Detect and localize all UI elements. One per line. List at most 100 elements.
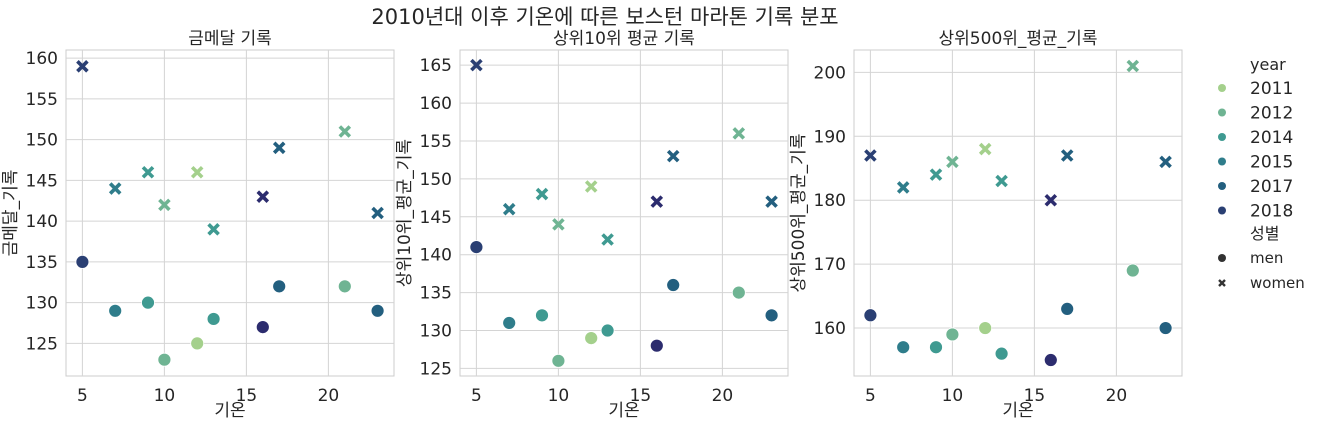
data-point-men	[206, 312, 221, 326]
data-point-women	[108, 182, 122, 195]
data-point-men	[255, 320, 270, 335]
data-point-women	[552, 218, 565, 231]
y-tick-label: 190	[814, 127, 846, 147]
legend-marker-year	[1218, 206, 1226, 215]
legend-label-year: 2012	[1250, 104, 1293, 124]
y-tick-label: 135	[26, 253, 58, 273]
data-point-women	[141, 165, 155, 179]
y-tick-label: 180	[814, 191, 846, 211]
legend-style-title: 성별	[1250, 224, 1279, 243]
data-point-women	[272, 141, 286, 155]
data-point-women	[896, 181, 910, 194]
legend-label-year: 2015	[1250, 153, 1293, 173]
data-point-men	[469, 240, 484, 255]
y-tick-label: 200	[814, 63, 846, 83]
data-point-men	[929, 340, 943, 355]
data-point-men	[1158, 321, 1173, 335]
subplot-title: 금메달 기록	[188, 29, 272, 49]
data-point-men	[764, 308, 779, 323]
data-point-women	[1044, 193, 1058, 207]
x-axis-label: 기온	[1002, 401, 1033, 421]
data-point-men	[157, 352, 172, 367]
x-tick-label: 15	[1024, 386, 1046, 406]
y-tick-label: 140	[420, 246, 452, 266]
data-point-women	[732, 127, 746, 140]
axes-frame	[853, 49, 1183, 377]
data-point-women	[650, 195, 664, 208]
data-point-men	[1043, 353, 1058, 367]
data-point-women	[338, 125, 352, 138]
x-tick-label: 20	[712, 386, 734, 406]
legend-marker-year	[1218, 133, 1226, 141]
legend-hue-title: year	[1250, 55, 1286, 74]
x-tick-label: 5	[471, 386, 482, 406]
y-tick-label: 140	[26, 212, 58, 232]
y-tick-label: 145	[26, 171, 58, 191]
data-point-men	[551, 353, 566, 368]
y-tick-label: 125	[420, 359, 452, 379]
legend-marker-year	[1218, 108, 1226, 117]
x-tick-label: 10	[548, 386, 570, 406]
subplot-2: 5 10 15 20 125 130 135 140 145 150 155 160 165 상위10위 …	[395, 29, 789, 421]
x-axis-label: 기온	[608, 401, 639, 421]
data-point-women	[1060, 149, 1074, 162]
data-point-women	[666, 149, 680, 163]
legend-marker-year	[1218, 182, 1226, 190]
data-point-men	[1060, 301, 1075, 316]
data-point-women	[601, 233, 614, 246]
data-point-women	[1159, 155, 1172, 169]
data-point-women	[929, 168, 943, 181]
y-tick-label: 125	[26, 334, 58, 354]
data-point-women	[190, 165, 204, 179]
figure-suptitle: 2010년대 이후 기온에 따른 보스턴 마라톤 기록 분포	[371, 5, 838, 29]
x-tick-label: 10	[154, 386, 176, 406]
data-point-men	[1125, 263, 1140, 278]
y-tick-label: 150	[26, 131, 58, 151]
data-point-men	[190, 336, 205, 351]
data-point-men	[731, 285, 746, 300]
x-tick-label: 15	[236, 386, 258, 406]
data-point-women	[995, 174, 1008, 188]
x-tick-label: 5	[865, 386, 876, 406]
data-point-men	[863, 308, 878, 323]
legend-label-year: 2011	[1250, 79, 1293, 99]
data-point-women	[371, 206, 384, 220]
x-axis-label: 기온	[214, 401, 245, 421]
data-point-men	[945, 327, 960, 342]
data-point-men	[108, 303, 123, 318]
data-point-men	[272, 279, 287, 294]
data-point-men	[337, 279, 352, 294]
data-point-women	[470, 58, 483, 72]
data-point-men	[978, 321, 993, 335]
data-point-women	[765, 195, 778, 208]
data-point-women	[535, 187, 549, 201]
subplot-title: 상위500위_평균_기록	[939, 29, 1098, 49]
data-point-men	[649, 338, 664, 353]
y-tick-label: 145	[420, 208, 452, 228]
data-point-men	[141, 295, 155, 310]
legend-label-sex: women	[1250, 274, 1305, 292]
data-point-women	[256, 190, 270, 203]
data-point-men	[896, 340, 911, 355]
legend: year 2011 2012 2014 2015 2017 2018 성별 men women	[1218, 55, 1305, 292]
data-point-women	[978, 142, 992, 156]
legend-label-year: 2017	[1250, 177, 1293, 197]
x-tick-label: 20	[1106, 386, 1128, 406]
y-tick-label: 160	[814, 319, 846, 339]
subplot-title: 상위10위 평균 기록	[553, 29, 695, 49]
y-tick-label: 150	[420, 170, 452, 190]
axes-frame	[65, 49, 395, 377]
y-tick-label: 155	[26, 90, 58, 110]
data-point-men	[370, 303, 385, 318]
data-point-men	[994, 346, 1009, 361]
y-axis-label: 상위10위_평균_기록	[395, 139, 415, 287]
legend-label-year: 2014	[1250, 128, 1293, 148]
x-tick-label: 10	[942, 386, 964, 406]
y-tick-label: 165	[420, 56, 452, 76]
x-tick-label: 15	[630, 386, 652, 406]
y-tick-label: 130	[420, 322, 452, 342]
y-tick-label: 160	[420, 94, 452, 114]
